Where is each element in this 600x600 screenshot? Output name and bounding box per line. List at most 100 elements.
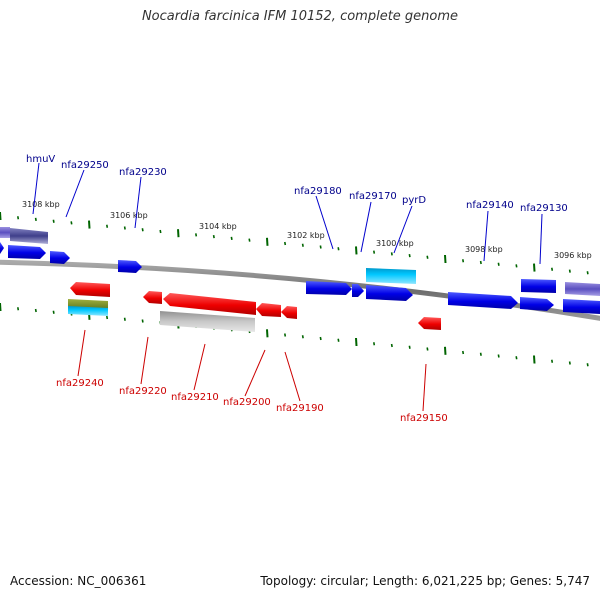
reverse-gene-arrows (70, 282, 441, 330)
gene-arrow-f2[interactable] (8, 245, 46, 259)
bottom-scale-tick (319, 336, 322, 341)
bottom-scale-tick (462, 350, 465, 355)
gene-label-nfa29210[interactable]: nfa29210 (171, 392, 219, 403)
top-scale-tick (230, 236, 233, 241)
bottom-scale-tick (408, 345, 411, 349)
gene-label-hmuV[interactable]: hmuV (26, 154, 55, 165)
gene-block-grey[interactable] (160, 311, 255, 332)
gene-arrow-f7[interactable] (366, 285, 413, 301)
top-scale-tick (337, 247, 340, 251)
top-scale-tick (408, 253, 411, 258)
top-scale-tick (479, 260, 482, 265)
top-scale-tick (301, 243, 304, 247)
gene-label-nfa29130[interactable]: nfa29130 (520, 203, 568, 214)
top-scale-tick (462, 259, 465, 263)
top-scale-tick (515, 264, 518, 268)
top-scale-tick (284, 241, 287, 246)
top-scale-tick (568, 269, 571, 273)
top-scale-tick (0, 211, 2, 221)
bottom-scale-tick (533, 355, 536, 364)
gene-arrow-f10[interactable] (563, 299, 600, 314)
bottom-scale-tick (337, 338, 340, 342)
top-scale-tick (497, 262, 500, 266)
gene-label-nfa29150[interactable]: nfa29150 (400, 413, 448, 424)
gene-label-nfa29170[interactable]: nfa29170 (349, 191, 397, 202)
bottom-scale-tick (17, 307, 20, 311)
kbp-label-3106: 3106 kbp (110, 211, 148, 220)
top-scale-tick (70, 221, 73, 225)
bottom-scale-tick (444, 346, 447, 355)
kbp-label-3098: 3098 kbp (465, 245, 503, 254)
gene-arrow-r3[interactable] (163, 293, 256, 315)
gene-label-nfa29190[interactable]: nfa29190 (276, 403, 324, 414)
gene-arrow-r1[interactable] (70, 282, 110, 297)
top-scale-tick (141, 228, 144, 232)
top-scale-tick (106, 224, 109, 228)
top-scale-tick (586, 271, 589, 275)
gene-arrow-f9[interactable] (520, 297, 554, 311)
kbp-label-3100: 3100 kbp (376, 239, 414, 248)
top-scale-tick (34, 217, 37, 222)
gene-block-nfa29130[interactable] (521, 279, 556, 293)
bottom-scale-tick (390, 343, 393, 348)
bottom-scale-tick (141, 319, 144, 323)
gene-arrow-r6[interactable] (418, 317, 441, 330)
gene-label-nfa29230[interactable]: nfa29230 (119, 167, 167, 178)
bottom-scale-tick (479, 352, 482, 356)
gene-arrow-f1[interactable] (0, 242, 4, 254)
genome-summary-text: Topology: circular; Length: 6,021,225 bp… (260, 574, 590, 588)
bottom-scale-tick (568, 361, 571, 365)
gene-label-nfa29200[interactable]: nfa29200 (223, 397, 271, 408)
bottom-scale-tick (551, 359, 554, 363)
bottom-scale-tick (426, 347, 429, 351)
gene-label-nfa29140[interactable]: nfa29140 (466, 200, 514, 211)
gene-label-nfa29180[interactable]: nfa29180 (294, 186, 342, 197)
top-scale-tick (373, 250, 376, 254)
forward-gene-arrows (0, 242, 600, 314)
top-scale-tick (17, 216, 20, 220)
gene-label-pyrD[interactable]: pyrD (402, 195, 426, 206)
top-scale-tick (390, 252, 393, 256)
top-scale-tick (88, 220, 91, 229)
top-scale-tick (123, 226, 126, 230)
gene-arrow-r5[interactable] (281, 306, 297, 319)
gene-block-pyrD[interactable] (366, 268, 416, 284)
gene-block-cyan-low[interactable] (68, 306, 108, 316)
gene-label-nfa29240[interactable]: nfa29240 (56, 378, 104, 389)
gene-label-nfa29250[interactable]: nfa29250 (61, 160, 109, 171)
gene-arrow-f5[interactable] (306, 281, 352, 295)
gene-label-nfa29220[interactable]: nfa29220 (119, 386, 167, 397)
bottom-leader-lines (77, 329, 427, 412)
top-scale-ticks (0, 211, 589, 275)
gene-arrow-f6[interactable] (352, 284, 364, 297)
gene-arrow-f8[interactable] (448, 292, 518, 309)
gene-hmuV-block[interactable] (0, 227, 48, 244)
gene-block-purple-right[interactable] (565, 282, 600, 296)
top-scale-tick (355, 246, 358, 255)
bottom-scale-tick (301, 335, 304, 339)
top-scale-tick (319, 245, 322, 249)
bottom-scale-tick (52, 310, 55, 314)
bottom-scale-tick (355, 337, 358, 347)
top-scale-tick (195, 233, 198, 237)
gene-arrow-f4[interactable] (118, 260, 142, 273)
map-title: Nocardia farcinica IFM 10152, complete g… (141, 9, 459, 24)
bottom-scale-tick (0, 302, 2, 312)
bottom-scale-tick (284, 333, 287, 337)
bottom-scale-tick (266, 329, 269, 338)
top-scale-tick (177, 229, 180, 238)
bottom-scale-tick (123, 317, 126, 321)
gene-arrow-r4[interactable] (256, 303, 281, 317)
top-scale-tick (248, 238, 251, 242)
bottom-scale-tick (586, 363, 589, 367)
gene-arrow-r2[interactable] (143, 291, 162, 304)
kbp-label-3096: 3096 kbp (554, 251, 592, 260)
top-scale-tick (159, 229, 162, 234)
kbp-label-3108: 3108 kbp (22, 200, 60, 209)
bottom-scale-tick (515, 356, 518, 360)
gene-arrow-f3[interactable] (50, 251, 70, 264)
top-scale-tick (52, 219, 55, 223)
bottom-scale-tick (497, 354, 500, 358)
bottom-scale-tick (373, 342, 376, 346)
